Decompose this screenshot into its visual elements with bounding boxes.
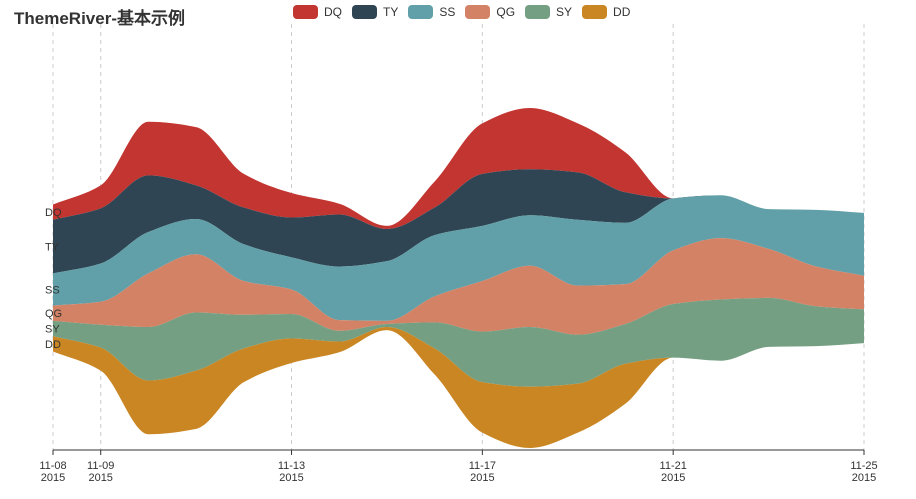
legend-label-ss: SS <box>439 5 456 19</box>
legend-swatch-dq <box>293 5 318 19</box>
legend-label-qg: QG <box>496 5 516 19</box>
x-axis: 11-08 2015 11-09 2015 11-13 2015 11-17 2015 11-2… <box>39 449 878 484</box>
river-layer-dd[interactable] <box>53 327 864 448</box>
chart-title: ThemeRiver-基本示例 <box>14 9 185 28</box>
chart-legend: DQ TY SS QG SY DD <box>293 3 630 21</box>
series-label-sy: SY <box>45 324 60 336</box>
legend-item-dd[interactable]: DD <box>582 5 630 19</box>
series-label-ty: TY <box>45 242 60 254</box>
series-label-dq: DQ <box>45 207 62 219</box>
x-tick-label-11-25: 11-25 2015 <box>850 460 877 484</box>
series-label-dd: DD <box>45 339 61 351</box>
legend-swatch-sy <box>525 5 551 19</box>
series-label-qg: QG <box>45 308 62 320</box>
legend-label-dd: DD <box>613 5 631 19</box>
x-tick-label-11-13: 11-13 2015 <box>278 460 305 484</box>
x-tick-label-11-21: 11-21 2015 <box>660 460 687 484</box>
river-layer-dq[interactable] <box>53 108 864 229</box>
legend-item-dq[interactable]: DQ <box>293 5 342 19</box>
river-layer-ss[interactable] <box>53 195 864 321</box>
legend-swatch-qg <box>465 5 491 19</box>
legend-swatch-ss <box>408 5 434 19</box>
legend-item-ty[interactable]: TY <box>352 5 398 19</box>
legend-label-dq: DQ <box>324 5 342 19</box>
x-tick-label-11-09: 11-09 2015 <box>87 460 114 484</box>
legend-label-sy: SY <box>556 5 573 19</box>
series-labels: DQ TY SS QG SY DD <box>45 207 62 351</box>
river-layer-ty[interactable] <box>53 169 864 274</box>
legend-item-qg[interactable]: QG <box>465 5 515 19</box>
legend-swatch-ty <box>352 5 377 19</box>
river-layer-qg[interactable] <box>53 238 864 335</box>
legend-swatch-dd <box>582 5 608 19</box>
legend-label-ty: TY <box>383 5 399 19</box>
river-layers <box>53 108 864 448</box>
river-layer-sy[interactable] <box>53 297 864 387</box>
series-label-ss: SS <box>45 285 60 297</box>
x-tick-label-11-08: 11-08 2015 <box>39 460 66 484</box>
legend-item-sy[interactable]: SY <box>525 5 572 19</box>
x-tick-label-11-17: 11-17 2015 <box>469 460 496 484</box>
legend-item-ss[interactable]: SS <box>408 5 455 19</box>
